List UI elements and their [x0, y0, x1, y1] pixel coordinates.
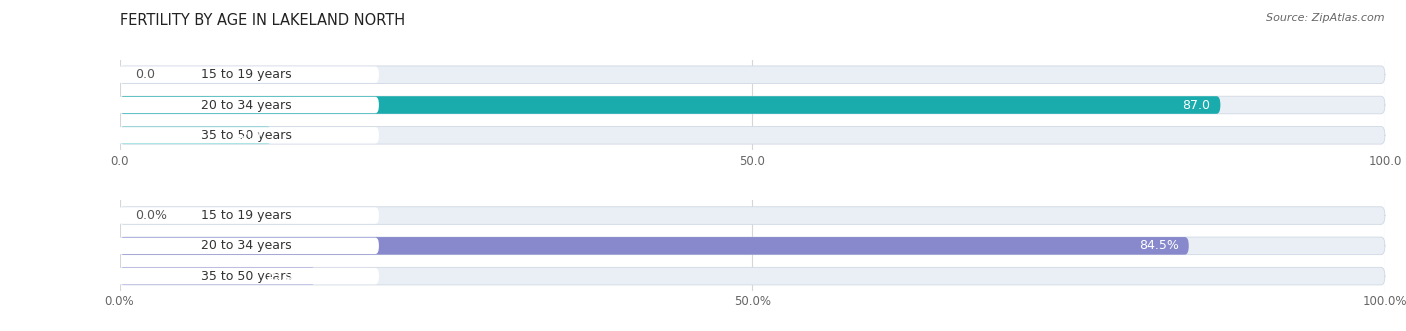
FancyBboxPatch shape — [112, 208, 380, 224]
FancyBboxPatch shape — [112, 67, 380, 83]
Text: 15 to 19 years: 15 to 19 years — [201, 209, 291, 222]
Text: FERTILITY BY AGE IN LAKELAND NORTH: FERTILITY BY AGE IN LAKELAND NORTH — [120, 13, 405, 28]
Text: Source: ZipAtlas.com: Source: ZipAtlas.com — [1267, 13, 1385, 23]
FancyBboxPatch shape — [120, 267, 316, 285]
FancyBboxPatch shape — [120, 126, 1385, 144]
FancyBboxPatch shape — [120, 96, 1385, 114]
Text: 0.0%: 0.0% — [135, 209, 167, 222]
Text: 87.0: 87.0 — [1182, 99, 1211, 112]
Text: 12.0: 12.0 — [233, 129, 262, 142]
FancyBboxPatch shape — [112, 127, 380, 143]
FancyBboxPatch shape — [120, 96, 1220, 114]
Text: 20 to 34 years: 20 to 34 years — [201, 99, 291, 112]
FancyBboxPatch shape — [120, 207, 1385, 224]
Text: 15.5%: 15.5% — [266, 270, 305, 283]
Text: 15 to 19 years: 15 to 19 years — [201, 68, 291, 81]
FancyBboxPatch shape — [120, 237, 1385, 255]
FancyBboxPatch shape — [112, 97, 380, 113]
FancyBboxPatch shape — [112, 238, 380, 254]
FancyBboxPatch shape — [120, 126, 271, 144]
Text: 35 to 50 years: 35 to 50 years — [201, 129, 291, 142]
FancyBboxPatch shape — [120, 237, 1189, 255]
FancyBboxPatch shape — [112, 268, 380, 284]
FancyBboxPatch shape — [120, 66, 1385, 83]
Text: 20 to 34 years: 20 to 34 years — [201, 239, 291, 252]
Text: 35 to 50 years: 35 to 50 years — [201, 270, 291, 283]
Text: 0.0: 0.0 — [135, 68, 155, 81]
Text: 84.5%: 84.5% — [1139, 239, 1178, 252]
FancyBboxPatch shape — [120, 267, 1385, 285]
